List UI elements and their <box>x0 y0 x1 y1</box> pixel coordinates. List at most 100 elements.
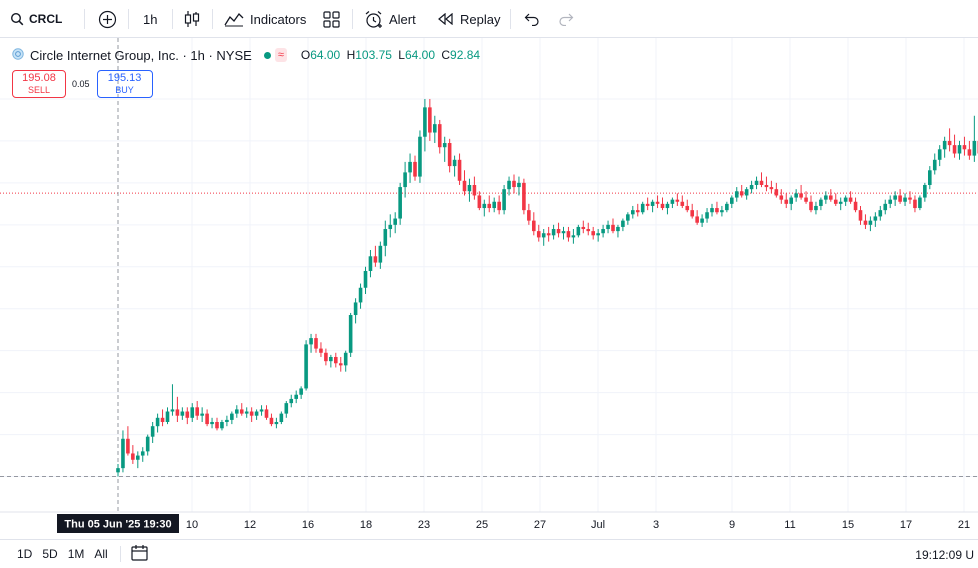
candle-body <box>383 229 388 246</box>
candle-body <box>809 201 813 211</box>
candle-body <box>517 182 521 188</box>
compare-button[interactable] <box>98 0 117 38</box>
candle-body <box>734 191 739 198</box>
x-tick-label: 11 <box>784 519 795 531</box>
candle-body <box>769 187 774 190</box>
range-1d[interactable]: 1D <box>17 547 33 561</box>
redo-icon <box>558 12 574 26</box>
clock-time[interactable]: 19:12:09 U <box>915 548 974 562</box>
candle-body <box>561 231 566 234</box>
candle-body <box>868 220 873 225</box>
candle-body <box>235 409 239 414</box>
candle-body <box>284 403 289 414</box>
candle-body <box>739 191 744 196</box>
crosshair-date-label: Thu 05 Jun '25 19:30 <box>64 519 171 531</box>
candle-body <box>408 161 412 173</box>
range-all[interactable]: All <box>94 547 108 561</box>
range-1m[interactable]: 1M <box>67 547 85 561</box>
indicators-button[interactable]: Indicators <box>224 0 306 38</box>
candle-body <box>645 203 650 206</box>
candle-body <box>596 233 600 236</box>
market-open-dot-icon <box>263 51 271 59</box>
candle-body <box>200 413 204 416</box>
date-range-button[interactable] <box>131 544 148 564</box>
candle-body <box>675 199 680 202</box>
range-5d[interactable]: 5D <box>42 547 58 561</box>
candle-body <box>264 409 269 418</box>
grid-lines <box>0 38 978 512</box>
candle-body <box>898 195 902 202</box>
candle-body <box>893 195 897 200</box>
candle-body <box>472 184 477 196</box>
symbol-label: CRCL <box>29 12 63 26</box>
candle-body <box>700 218 704 223</box>
redo-button[interactable] <box>558 0 574 38</box>
symbol-search[interactable]: CRCL <box>10 0 62 38</box>
candle-body <box>239 409 244 414</box>
candle-body <box>546 233 551 236</box>
open-value: 64.00 <box>310 48 341 62</box>
candle-body <box>259 409 264 412</box>
candle-body <box>363 270 368 288</box>
layouts-button[interactable] <box>323 0 340 38</box>
candle-body <box>348 315 353 353</box>
alert-button[interactable]: Alert <box>364 0 416 38</box>
chart-type-button[interactable] <box>184 0 200 38</box>
replay-button[interactable]: Replay <box>438 0 500 38</box>
candle-body <box>873 216 878 221</box>
candle-body <box>680 201 685 206</box>
chart-pane[interactable]: 10 12 16 18 23 25 27 Jul 3 9 11 15 17 21 Thu 05 Jun '2… <box>0 38 978 534</box>
candle-body <box>190 407 195 418</box>
sell-button[interactable]: 195.08 SELL <box>12 70 66 98</box>
candle-body <box>170 409 175 412</box>
candle-body <box>343 352 348 366</box>
candle-body <box>334 356 338 364</box>
candle-body <box>532 220 536 232</box>
candle-body <box>705 212 709 219</box>
candle-body <box>789 197 793 204</box>
candle-body <box>398 187 402 219</box>
buy-button[interactable]: 195.13 BUY <box>96 70 153 98</box>
candle-body <box>779 195 784 200</box>
symbol-logo-icon <box>12 47 24 63</box>
price-lines <box>0 38 978 512</box>
x-tick-label: 9 <box>729 519 735 531</box>
candle-body <box>744 189 749 196</box>
candle-body <box>299 388 303 395</box>
candle-body <box>319 348 323 353</box>
candle-body <box>368 256 373 271</box>
divider <box>352 9 353 29</box>
x-tick-label: 15 <box>842 519 854 531</box>
candle-body <box>853 201 858 211</box>
candle-body <box>437 124 442 148</box>
interval-button[interactable]: 1h <box>143 0 157 38</box>
candle-body <box>160 417 165 422</box>
candle-body <box>442 143 447 148</box>
candle-body <box>433 124 437 133</box>
high-value: 103.75 <box>355 48 392 62</box>
candle-body <box>838 201 843 204</box>
candle-body <box>581 226 586 230</box>
candle-body <box>848 197 853 202</box>
candle-body <box>947 140 952 146</box>
candle-body <box>378 245 383 263</box>
candle-body <box>388 224 393 230</box>
candle-body <box>591 231 595 236</box>
candle-body <box>358 287 363 303</box>
x-tick-label: 21 <box>958 519 970 531</box>
x-tick-label: 27 <box>534 519 546 531</box>
undo-button[interactable] <box>524 0 540 38</box>
close-label: C <box>441 48 451 62</box>
legend-title[interactable]: Circle Internet Group, Inc. · 1h · NYSE <box>30 47 252 63</box>
low-label: L <box>398 48 405 62</box>
candle-body <box>923 184 927 198</box>
candle-body <box>447 143 452 167</box>
grid-icon <box>323 10 340 28</box>
candle-body <box>730 197 734 204</box>
candle-body <box>492 201 496 209</box>
price-chart[interactable]: 10 12 16 18 23 25 27 Jul 3 9 11 15 17 21 Thu 05 Jun '2… <box>0 38 978 534</box>
candle-body <box>230 413 234 420</box>
candle-body <box>670 199 675 204</box>
market-status[interactable]: ≈ <box>263 48 287 62</box>
divider <box>84 9 85 29</box>
